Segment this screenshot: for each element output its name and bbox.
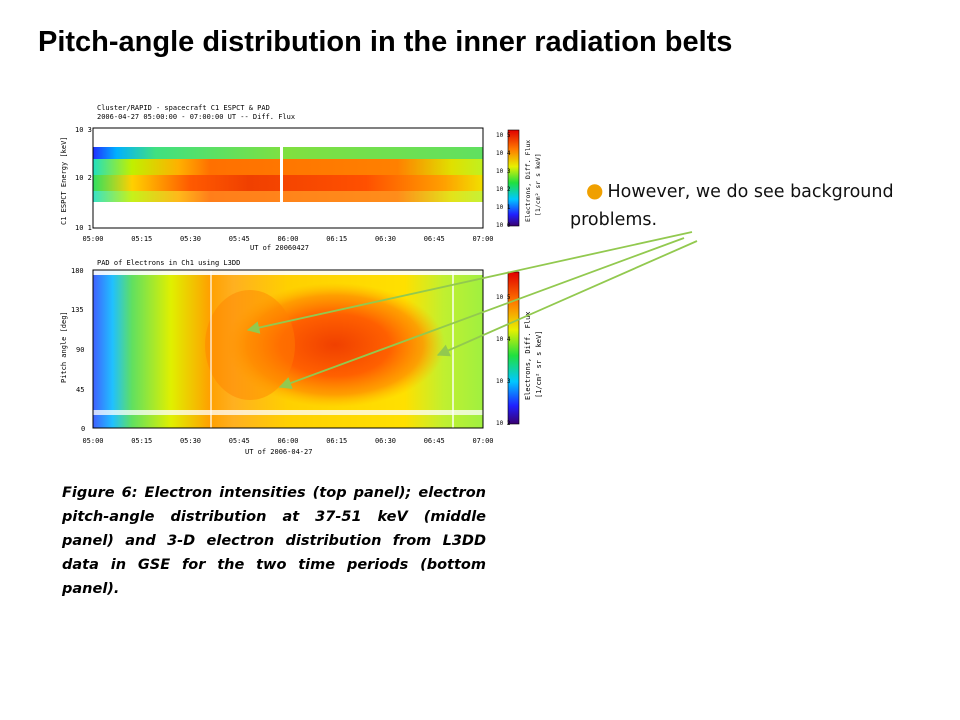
bottom-xtick-label: 06:45 xyxy=(424,437,445,445)
top-panel-frame xyxy=(92,127,484,229)
bottom-ylabel: Pitch angle [deg] xyxy=(60,311,68,383)
top-panel-band-3 xyxy=(93,175,483,191)
bottom-xtick-label: 05:00 xyxy=(82,437,103,445)
bottom-panel-title: PAD of Electrons in Ch1 using L3DD xyxy=(97,259,240,267)
figure-header-line1: Cluster/RAPID - spacecraft C1 ESPCT & PA… xyxy=(97,104,270,112)
bottom-xlabel: UT of 2006-04-27 xyxy=(245,448,312,456)
bullet-text: However, we do see background problems. xyxy=(570,182,894,230)
colorbar-tick-label: 10 4 xyxy=(496,336,511,343)
bottom-panel-top-dropout xyxy=(93,270,483,275)
bottom-panel-gap-1 xyxy=(210,270,212,428)
bottom-panel: PAD of Electrons in Ch1 using L3DD 180 1… xyxy=(60,259,543,456)
top-ytick-2: 10 1 xyxy=(75,224,92,232)
top-xtick-label: 06:00 xyxy=(277,235,298,243)
top-xtick-label: 07:00 xyxy=(472,235,493,243)
arrow-3 xyxy=(436,240,698,357)
bottom-ytick-3: 45 xyxy=(76,386,84,394)
top-colorbar-unit: [1/cm² sr s keV] xyxy=(534,153,542,216)
top-ytick-0: 10 3 xyxy=(75,126,92,134)
top-ylabel: C1 ESPCT Energy [keV] xyxy=(60,136,68,225)
colorbar-tick-label: 10 2 xyxy=(496,186,511,193)
top-xtick-label: 06:45 xyxy=(424,235,445,243)
bottom-panel-frame xyxy=(92,269,484,429)
top-xlabel: UT of 20060427 xyxy=(250,244,309,252)
top-colorbar-ticks: 10 5 10 4 10 3 10 2 10 1 10 0 xyxy=(496,132,511,229)
top-xtick-label: 05:00 xyxy=(82,235,103,243)
colorbar-tick-label: 10 2 xyxy=(496,420,511,427)
top-colorbar xyxy=(507,129,520,227)
bottom-xtick-label: 05:30 xyxy=(180,437,201,445)
bottom-xtick-label: 05:45 xyxy=(229,437,250,445)
colorbar-tick-label: 10 5 xyxy=(496,294,511,301)
arrow-1 xyxy=(246,231,693,334)
top-colorbar-label: Electrons, Diff. Flux xyxy=(524,140,532,222)
figure-caption: Figure 6: Electron intensities (top pane… xyxy=(62,485,486,597)
colorbar-tick-label: 10 3 xyxy=(496,168,511,175)
bottom-xtick-label: 07:00 xyxy=(472,437,493,445)
top-panel-band-4 xyxy=(93,191,483,202)
bottom-colorbar-label: Electrons, Diff. Flux xyxy=(524,311,532,400)
top-xtick-label: 05:15 xyxy=(131,235,152,243)
top-panel-band-2 xyxy=(93,159,483,175)
colorbar-tick-label: 10 0 xyxy=(496,222,511,229)
colorbar-tick-label: 10 3 xyxy=(496,378,511,385)
bottom-xtick-label: 06:15 xyxy=(326,437,347,445)
figure-header-line2: 2006-04-27 05:00:00 - 07:00:00 UT -- Dif… xyxy=(97,113,295,121)
bottom-ytick-4: 0 xyxy=(81,425,85,433)
top-panel-gap xyxy=(280,147,283,202)
top-xticks: 05:00 05:15 05:30 05:45 06:00 06:15 06:30 06:45… xyxy=(82,235,493,243)
bottom-ytick-1: 135 xyxy=(71,306,84,314)
bottom-xtick-label: 06:30 xyxy=(375,437,396,445)
bottom-ytick-2: 90 xyxy=(76,346,84,354)
top-xtick-label: 06:30 xyxy=(375,235,396,243)
top-xtick-label: 05:30 xyxy=(180,235,201,243)
bullet-point: ● However, we do see background problems. xyxy=(570,176,930,234)
colorbar-tick-label: 10 1 xyxy=(496,204,511,211)
top-panel-band-1 xyxy=(93,147,483,159)
bottom-xtick-label: 05:15 xyxy=(131,437,152,445)
top-panel: 10 3 10 2 10 1 C1 ESPCT Energy [keV] UT … xyxy=(60,126,542,252)
bottom-panel-shoulder xyxy=(205,290,295,400)
colorbar-tick-label: 10 5 xyxy=(496,132,511,139)
top-ytick-1: 10 2 xyxy=(75,174,92,182)
bottom-xticks: 05:00 05:15 05:30 05:45 06:00 06:15 06:30 06:45… xyxy=(82,437,493,445)
colorbar-tick-label: 10 4 xyxy=(496,150,511,157)
bottom-panel-bottom-dropout xyxy=(93,410,483,415)
bullet-dot-icon: ● xyxy=(586,178,604,202)
arrow-2 xyxy=(278,237,685,389)
bottom-colorbar-ticks: 10 5 10 4 10 3 10 2 xyxy=(496,294,511,427)
bottom-ytick-0: 180 xyxy=(71,267,84,275)
slide-title: Pitch-angle distribution in the inner ra… xyxy=(38,26,733,58)
top-xtick-label: 05:45 xyxy=(229,235,250,243)
top-xtick-label: 06:15 xyxy=(326,235,347,243)
bottom-xtick-label: 06:00 xyxy=(277,437,298,445)
bottom-panel-peak xyxy=(225,283,445,407)
bottom-colorbar-unit: [1/cm² sr s keV] xyxy=(535,331,543,398)
annotation-arrows xyxy=(246,231,698,389)
